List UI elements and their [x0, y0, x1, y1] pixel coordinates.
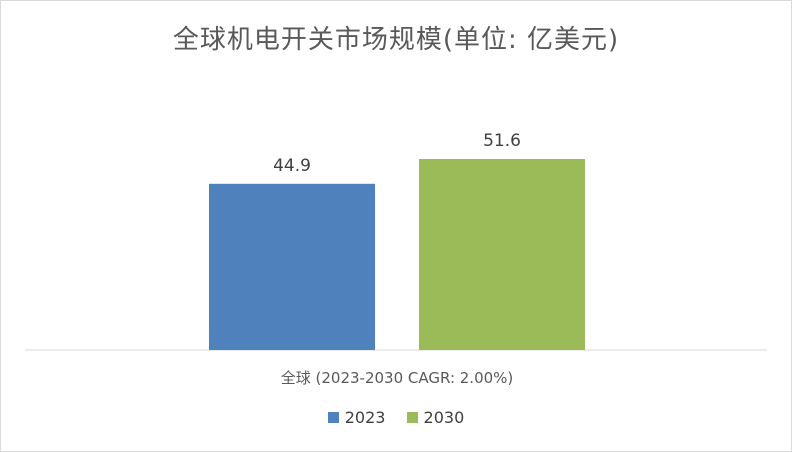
legend-label-2023: 2023 [344, 408, 386, 427]
legend: 2023 2030 [1, 408, 791, 427]
category-label: 全球 (2023-2030 CAGR: 2.00%) [281, 369, 514, 387]
legend-item-2030: 2030 [406, 408, 465, 427]
legend-item-2023: 2023 [327, 408, 386, 427]
legend-swatch-2023 [327, 412, 339, 423]
data-label-2023: 44.9 [273, 156, 311, 176]
chart-title: 全球机电开关市场规模(单位: 亿美元) [172, 25, 620, 55]
bar-2030 [419, 159, 585, 350]
bar-2023 [209, 183, 375, 350]
legend-label-2030: 2030 [423, 408, 465, 427]
legend-swatch-2030 [406, 412, 418, 423]
data-label-2030: 51.6 [483, 131, 521, 151]
